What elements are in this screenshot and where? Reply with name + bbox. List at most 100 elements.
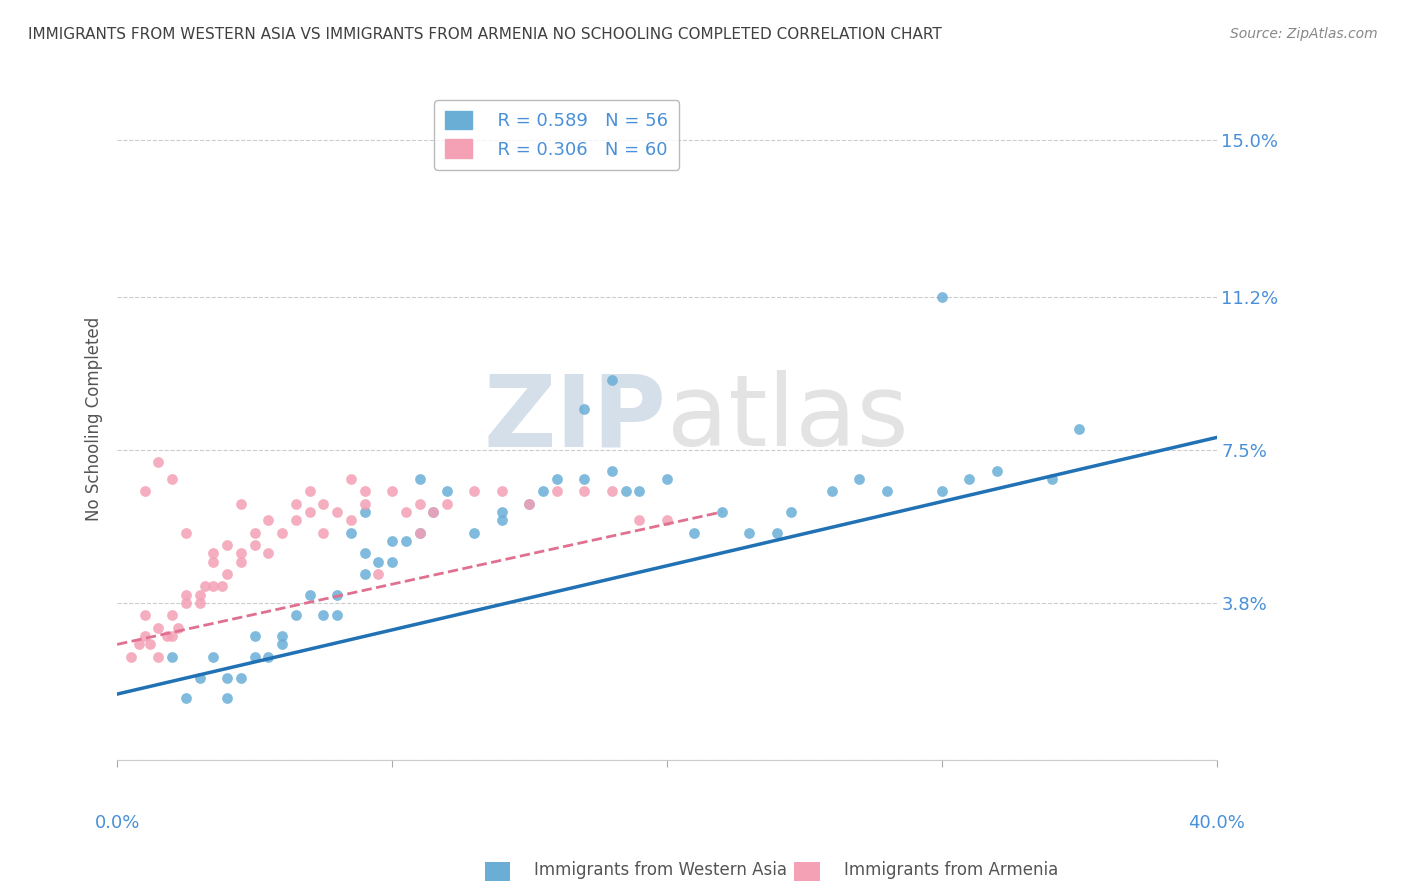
Point — [188, 588, 211, 602]
Point — [931, 484, 953, 499]
Text: ZIP: ZIP — [484, 370, 666, 467]
Point — [546, 472, 568, 486]
Point — [408, 525, 430, 540]
Point — [614, 484, 637, 499]
Point — [160, 608, 183, 623]
Point — [408, 525, 430, 540]
Point — [848, 472, 870, 486]
Point — [120, 649, 142, 664]
Point — [257, 546, 280, 560]
Point — [257, 649, 280, 664]
Point — [463, 484, 485, 499]
Point — [271, 525, 294, 540]
Point — [202, 555, 225, 569]
Point — [655, 513, 678, 527]
Point — [243, 525, 266, 540]
Point — [436, 497, 458, 511]
Point — [284, 513, 307, 527]
Point — [531, 484, 554, 499]
Point — [284, 497, 307, 511]
Text: 40.0%: 40.0% — [1188, 814, 1244, 832]
Point — [202, 546, 225, 560]
Point — [353, 484, 375, 499]
Point — [202, 649, 225, 664]
Point — [326, 588, 349, 602]
Point — [284, 608, 307, 623]
Legend:   R = 0.589   N = 56,   R = 0.306   N = 60: R = 0.589 N = 56, R = 0.306 N = 60 — [434, 100, 679, 169]
Point — [491, 505, 513, 519]
Point — [436, 484, 458, 499]
Point — [353, 497, 375, 511]
Point — [188, 596, 211, 610]
Point — [367, 567, 389, 582]
Point — [1040, 472, 1063, 486]
Point — [381, 555, 404, 569]
Point — [326, 608, 349, 623]
Point — [353, 505, 375, 519]
Point — [546, 484, 568, 499]
Text: 0.0%: 0.0% — [94, 814, 139, 832]
Point — [779, 505, 801, 519]
Point — [217, 671, 239, 685]
Point — [628, 513, 651, 527]
Point — [243, 629, 266, 643]
Point — [174, 596, 197, 610]
Point — [229, 671, 252, 685]
Point — [628, 484, 651, 499]
Point — [257, 513, 280, 527]
Point — [353, 546, 375, 560]
Point — [298, 505, 321, 519]
Point — [156, 629, 179, 643]
Point — [128, 637, 150, 651]
Text: atlas: atlas — [666, 370, 908, 467]
Point — [765, 525, 787, 540]
Point — [600, 464, 623, 478]
Point — [340, 472, 363, 486]
Point — [381, 484, 404, 499]
Point — [986, 464, 1008, 478]
Point — [229, 546, 252, 560]
Point — [188, 671, 211, 685]
Point — [600, 373, 623, 387]
Point — [160, 649, 183, 664]
Text: IMMIGRANTS FROM WESTERN ASIA VS IMMIGRANTS FROM ARMENIA NO SCHOOLING COMPLETED C: IMMIGRANTS FROM WESTERN ASIA VS IMMIGRAN… — [28, 27, 942, 42]
Point — [931, 290, 953, 304]
Point — [174, 525, 197, 540]
Point — [1069, 422, 1091, 436]
Point — [243, 538, 266, 552]
Point — [821, 484, 844, 499]
Point — [174, 588, 197, 602]
Point — [298, 588, 321, 602]
Point — [166, 621, 188, 635]
Point — [134, 484, 156, 499]
Point — [312, 608, 335, 623]
Point — [519, 497, 541, 511]
Point — [243, 649, 266, 664]
Point — [148, 649, 170, 664]
Point — [148, 455, 170, 469]
Point — [202, 579, 225, 593]
Point — [134, 608, 156, 623]
Point — [229, 497, 252, 511]
Point — [600, 484, 623, 499]
Point — [519, 497, 541, 511]
Point — [876, 484, 898, 499]
Point — [174, 691, 197, 706]
Point — [217, 567, 239, 582]
Point — [395, 533, 418, 548]
Point — [738, 525, 761, 540]
Point — [326, 505, 349, 519]
Point — [574, 484, 596, 499]
Point — [340, 525, 363, 540]
Point — [422, 505, 444, 519]
Point — [463, 525, 485, 540]
Y-axis label: No Schooling Completed: No Schooling Completed — [86, 317, 103, 521]
Point — [298, 484, 321, 499]
Point — [655, 472, 678, 486]
Point — [160, 629, 183, 643]
Point — [367, 555, 389, 569]
Point — [353, 567, 375, 582]
Point — [422, 505, 444, 519]
Point — [271, 629, 294, 643]
Point — [211, 579, 233, 593]
